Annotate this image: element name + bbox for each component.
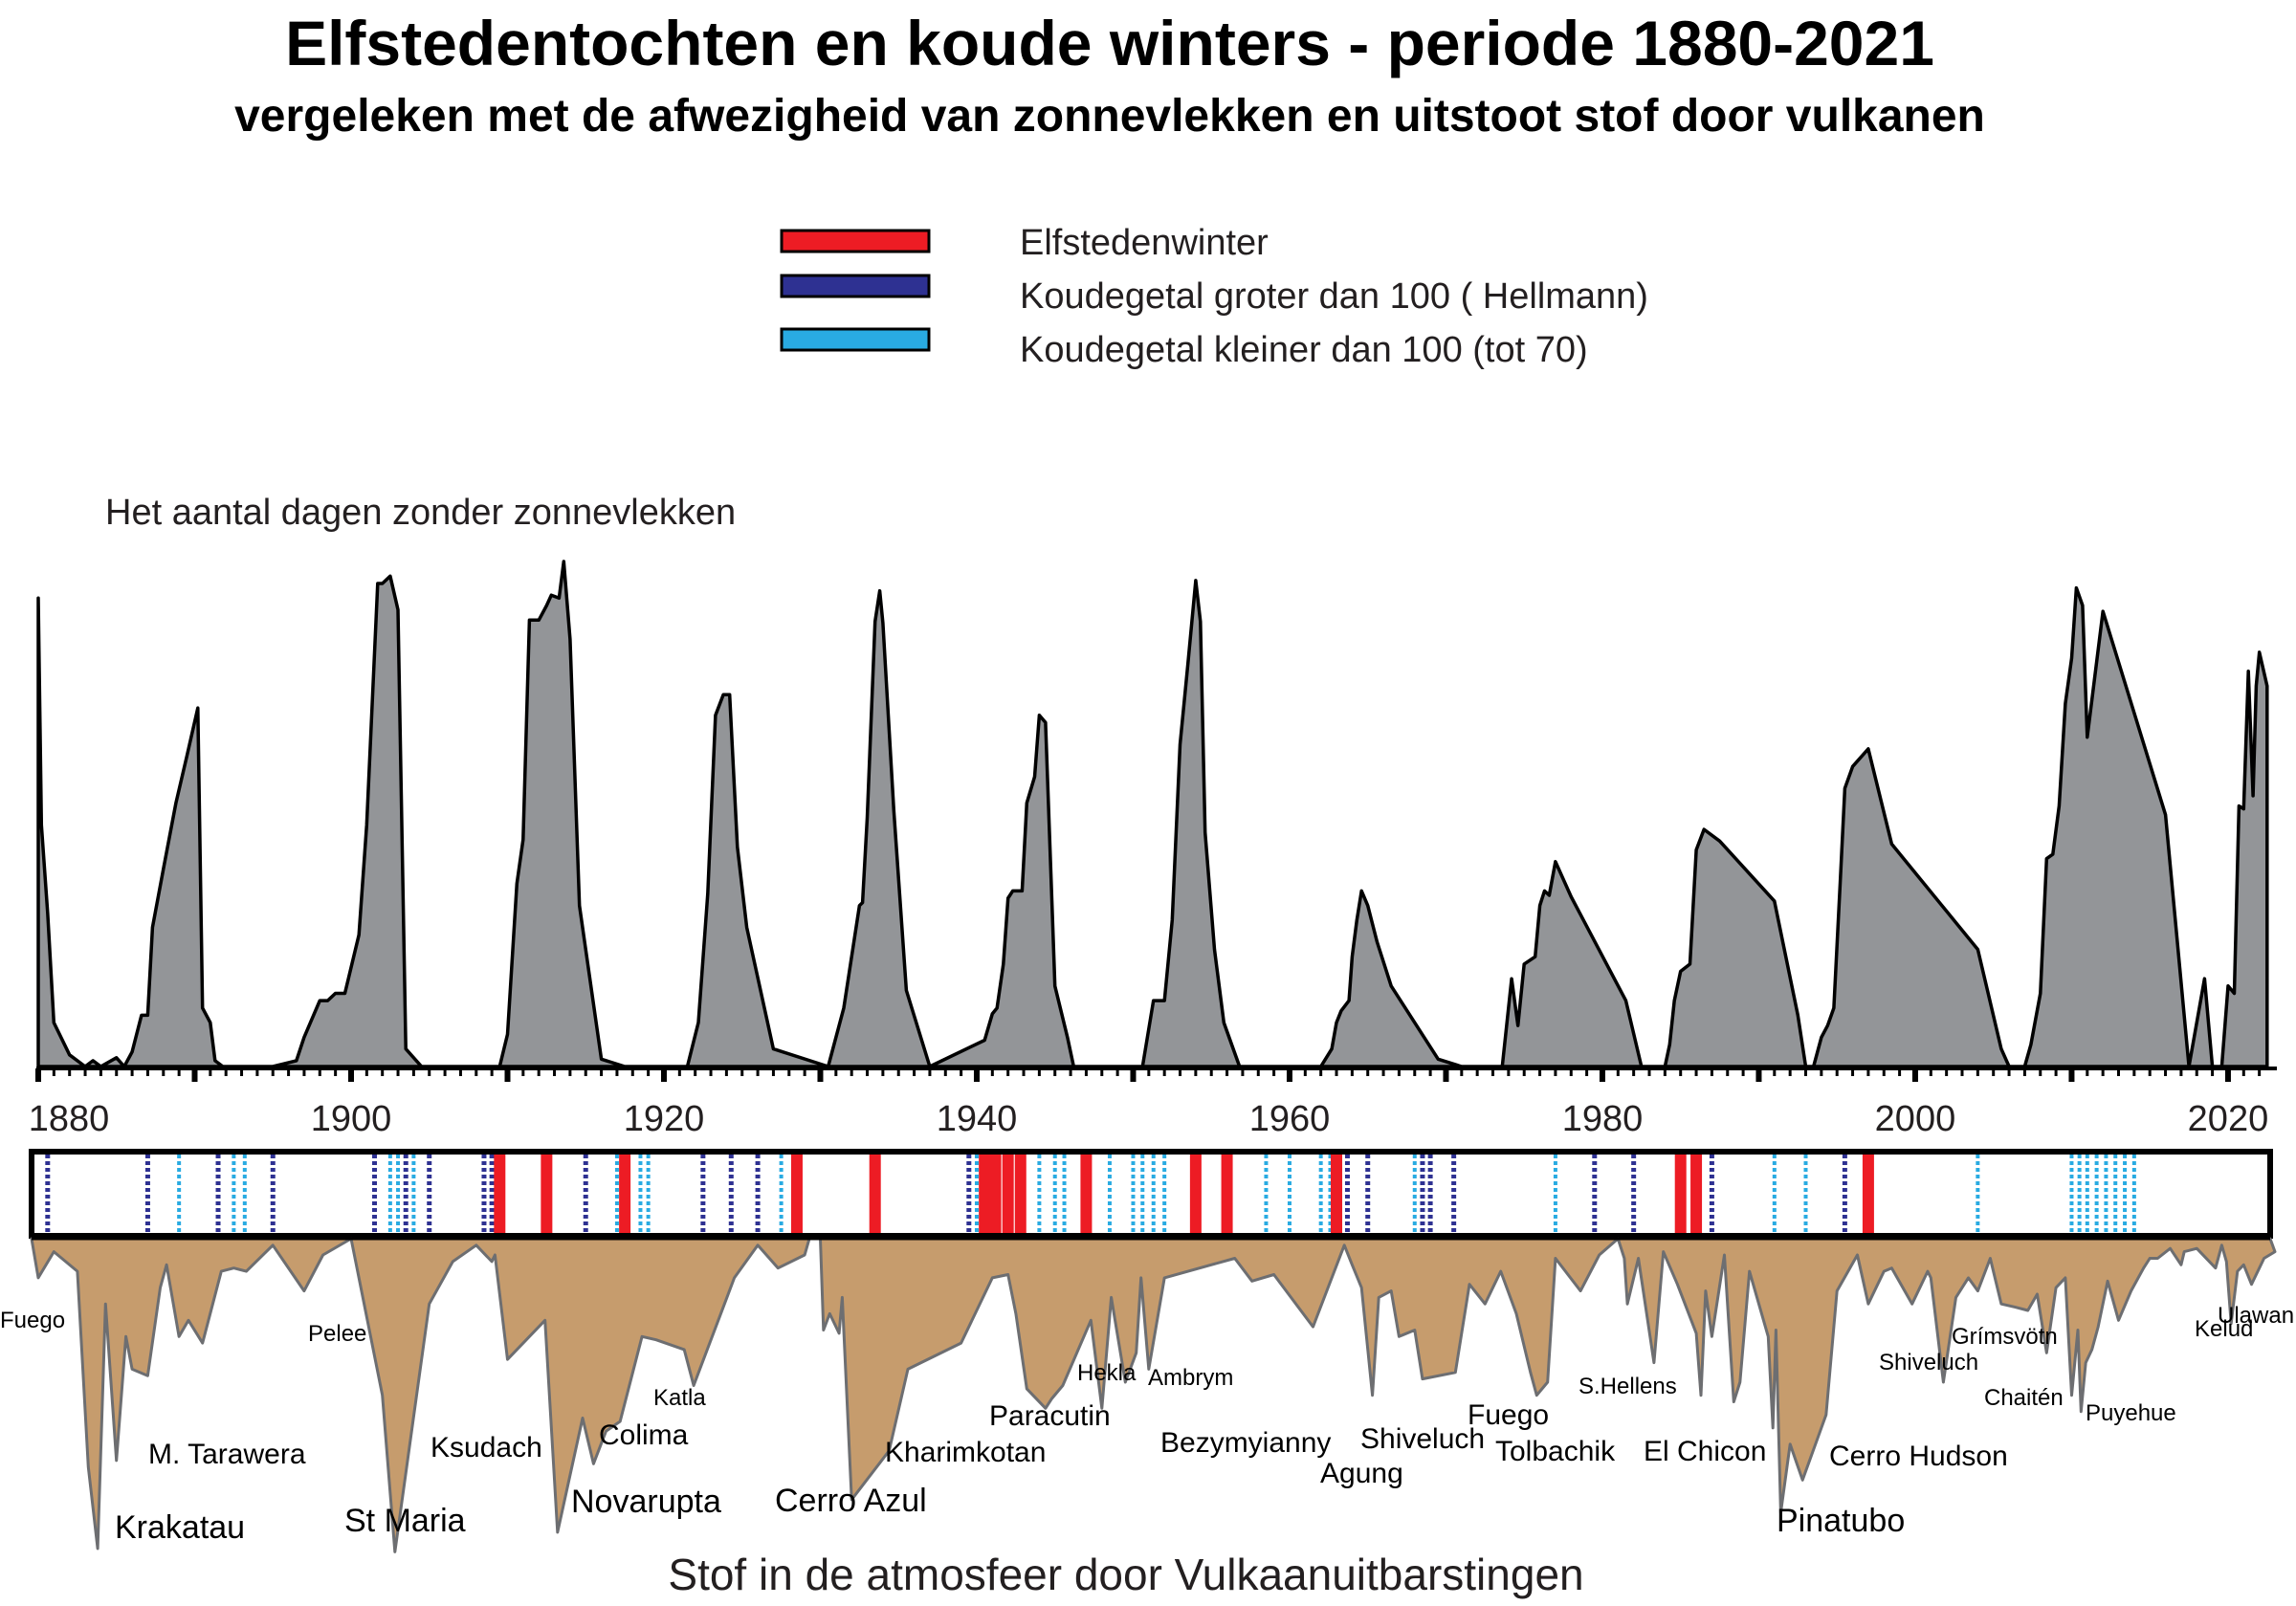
elfsteden-winter [1331,1155,1343,1233]
x-tick-label: 1920 [624,1099,705,1139]
elfsteden-winter [494,1155,506,1233]
volcano-label: Cerro Azul [775,1483,927,1519]
volcano-label: Paracutin [989,1400,1111,1432]
elfsteden-winter [1189,1155,1202,1233]
elfsteden-winter [619,1155,631,1233]
volcano-label: Pelee [308,1321,366,1347]
volcano-label: Shiveluch [1360,1423,1485,1455]
sunspot-area [36,560,2269,1068]
volcano-label: Novarupta [571,1484,721,1520]
legend-label-cold-low: Koudegetal kleiner dan 100 (tot 70) [1020,330,1588,370]
volcano-label: Krakatau [115,1509,245,1546]
elfsteden-winter [979,1155,991,1233]
volcano-label: Tolbachik [1495,1436,1616,1467]
volcano-label: Ambrym [1148,1365,1233,1391]
volcano-label: Grímsvötn [1952,1324,2058,1350]
elfsteden-winter [1080,1155,1093,1233]
volcano-label: Kharimkotan [885,1437,1046,1468]
volcano-label: Fuego [1468,1399,1549,1431]
legend-swatch-cold-low [780,327,931,352]
winter-bar-background [32,1152,2270,1236]
x-tick-label: 1900 [311,1099,392,1139]
elfsteden-winter [1674,1155,1687,1233]
elfsteden-winter [1690,1155,1703,1233]
volcano-label: Ksudach [430,1432,542,1463]
x-tick-label: 1880 [29,1099,110,1139]
volcano-label: Bezymyianny [1160,1427,1331,1459]
elfsteden-winter [1014,1155,1027,1233]
elfsteden-winter [1221,1155,1233,1233]
chart-title: Elfstedentochten en koude winters - peri… [285,8,1934,78]
x-tick-label: 1980 [1562,1099,1644,1139]
winter-bar [32,1152,2270,1236]
volcano-label: St Maria [344,1503,466,1539]
x-axis: 1880 1900 1920 1940 1960 1980 2000 2020 [29,1067,2277,1139]
volcano-series [30,1237,2277,1553]
chart-subtitle: vergeleken met de afwezigheid van zonnev… [234,91,1985,142]
elfsteden-winter [1002,1155,1014,1233]
volcano-label: Katla [653,1385,706,1411]
elfsteden-winter [869,1155,881,1233]
volcano-label: S.Hellens [1578,1374,1677,1399]
volcano-label: Agung [1320,1458,1403,1489]
legend-label-cold-high: Koudegetal groter dan 100 ( Hellmann) [1020,276,1648,317]
sunspot-series [36,560,2269,1068]
elfsteden-winter [790,1155,803,1233]
volcano-label: Puyehue [2086,1400,2176,1426]
elfsteden-winter [541,1155,553,1233]
legend: Elfstedenwinter Koudegetal groter dan 10… [780,223,1648,370]
x-tick-label: 2000 [1875,1099,1956,1139]
volcano-labels: Fuego Krakatau M. Tarawera Pelee St Maria Ksu… [0,1303,2294,1546]
volcano-label: Cerro Hudson [1829,1441,2008,1472]
volcano-panel-title: Stof in de atmosfeer door Vulkaanuitbars… [668,1550,1583,1599]
winter-bar-frame [29,1149,2273,1239]
volcano-label: M. Tarawera [148,1439,306,1470]
legend-swatch-elfsteden [780,229,931,253]
volcano-label: El Chicon [1644,1436,1766,1467]
legend-label-elfsteden: Elfstedenwinter [1020,223,1269,263]
volcano-label: Pinatubo [1777,1503,1905,1539]
elfsteden-winter [1862,1155,1874,1233]
volcano-label: Shiveluch [1879,1350,1978,1375]
x-tick-label: 1940 [937,1099,1018,1139]
x-tick-label: 1960 [1249,1099,1331,1139]
volcano-label: Kelud [2195,1316,2253,1342]
volcano-label: Hekla [1077,1360,1137,1386]
volcano-area [30,1237,2277,1553]
sunspot-panel-title: Het aantal dagen zonder zonnevlekken [105,493,736,533]
elfsteden-winter [989,1155,1002,1233]
volcano-label: Ulawan [2218,1303,2294,1329]
x-tick-label: 2020 [2188,1099,2269,1139]
volcano-label: Chaitén [1984,1385,2064,1411]
volcano-label: Colima [599,1419,689,1451]
legend-swatch-cold-high [780,274,931,298]
volcano-label: Fuego [0,1308,65,1333]
